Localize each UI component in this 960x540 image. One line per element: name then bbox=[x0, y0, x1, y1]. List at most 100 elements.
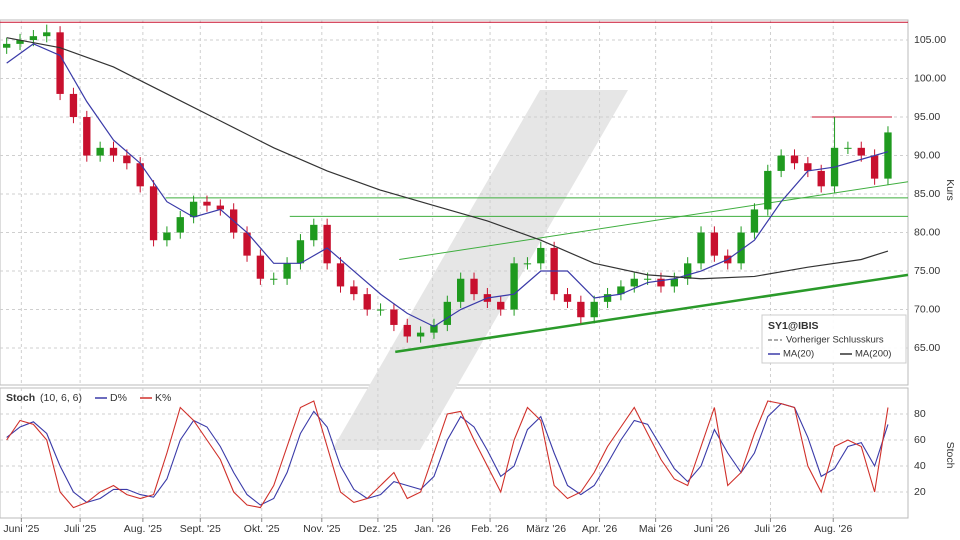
candle-body bbox=[3, 43, 11, 48]
legend-ref: Vorheriger Schlusskurs bbox=[786, 335, 884, 346]
y-tick-label: 105.00 bbox=[914, 34, 946, 46]
candle-body bbox=[43, 32, 51, 37]
y-axis-label: Kurs bbox=[944, 179, 956, 201]
y-tick-label: 80 bbox=[914, 408, 926, 420]
candle-body bbox=[149, 186, 158, 241]
candle-body bbox=[336, 263, 345, 287]
x-tick-label: Mai '26 bbox=[639, 523, 673, 535]
y-tick-label: 40 bbox=[914, 460, 926, 472]
x-tick-label: Dez. '25 bbox=[359, 523, 397, 535]
candle-body bbox=[296, 240, 305, 264]
y-tick-label: 80.00 bbox=[914, 226, 940, 238]
candle-body bbox=[697, 232, 705, 264]
candle-body bbox=[804, 163, 812, 171]
y-tick-label: 20 bbox=[914, 486, 926, 498]
x-tick-label: Jan. '26 bbox=[414, 523, 451, 535]
x-tick-label: Okt. '25 bbox=[244, 523, 280, 535]
y-tick-label: 85.00 bbox=[914, 188, 940, 200]
candle-body bbox=[403, 324, 411, 337]
candle-body bbox=[870, 155, 879, 179]
candle-body bbox=[497, 301, 505, 310]
candle-body bbox=[790, 155, 799, 164]
candle-body bbox=[83, 117, 91, 156]
stoch-title: Stoch bbox=[6, 392, 35, 404]
y-tick-label: 100.00 bbox=[914, 72, 946, 84]
y-tick-label: 75.00 bbox=[914, 265, 940, 277]
candle-body bbox=[136, 163, 144, 187]
candle-body bbox=[857, 147, 865, 156]
candle-body bbox=[430, 324, 438, 333]
y-tick-label: 95.00 bbox=[914, 111, 940, 123]
candle-body bbox=[844, 147, 852, 149]
candle-body bbox=[323, 224, 331, 264]
candle-body bbox=[670, 278, 678, 287]
candle-body bbox=[243, 232, 251, 256]
candle-body bbox=[523, 263, 532, 265]
x-tick-label: Juni '25 bbox=[3, 523, 39, 535]
candle-body bbox=[16, 40, 24, 44]
candle-body bbox=[457, 278, 465, 302]
candle-body bbox=[577, 301, 585, 318]
candle-body bbox=[537, 247, 545, 264]
x-tick-label: Apr. '26 bbox=[582, 523, 617, 535]
candle-body bbox=[96, 147, 104, 156]
watermark bbox=[332, 90, 628, 450]
candle-body bbox=[390, 309, 398, 325]
legend-label: K% bbox=[155, 392, 171, 404]
candle-body bbox=[443, 301, 451, 325]
candle-body bbox=[777, 155, 785, 171]
y-tick-label: 90.00 bbox=[914, 149, 940, 161]
stoch-line bbox=[6, 400, 889, 509]
stoch-params: (10, 6, 6) bbox=[40, 392, 82, 404]
candle-body bbox=[817, 170, 825, 187]
candle-body bbox=[109, 147, 118, 156]
candle-body bbox=[189, 201, 198, 218]
annotation-line bbox=[399, 181, 909, 260]
ma-line bbox=[6, 43, 889, 328]
x-tick-label: Aug. '25 bbox=[124, 523, 162, 535]
candle-body bbox=[657, 278, 665, 287]
candle-body bbox=[283, 263, 291, 279]
x-tick-label: Feb. '26 bbox=[471, 523, 509, 535]
x-tick-label: Juli '26 bbox=[754, 523, 787, 535]
candle-body bbox=[737, 232, 745, 264]
candle-body bbox=[470, 278, 478, 295]
candle-body bbox=[510, 263, 518, 310]
candle-body bbox=[256, 255, 265, 279]
candle-body bbox=[603, 294, 612, 302]
candle-body bbox=[563, 294, 572, 302]
candle-body bbox=[643, 278, 652, 280]
y2-axis-label: Stoch bbox=[944, 442, 956, 469]
y-tick-label: 60 bbox=[914, 434, 926, 446]
candle-body bbox=[363, 294, 371, 310]
candle-body bbox=[684, 263, 692, 279]
candle-body bbox=[270, 278, 278, 280]
candle-body bbox=[884, 132, 892, 179]
legend bbox=[761, 314, 907, 364]
legend-label: MA(200) bbox=[855, 349, 891, 360]
stoch-panel bbox=[0, 387, 909, 519]
candle-body bbox=[416, 332, 425, 337]
legend-symbol: SY1@IBIS bbox=[768, 320, 819, 332]
candle-body bbox=[29, 36, 38, 41]
x-tick-label: Juli '25 bbox=[64, 523, 97, 535]
candle-body bbox=[764, 170, 772, 210]
candle-body bbox=[69, 93, 78, 118]
legend-label: D% bbox=[110, 392, 127, 404]
candle-body bbox=[56, 32, 64, 94]
candle-body bbox=[216, 205, 224, 210]
ma-line bbox=[6, 37, 889, 280]
candle-body bbox=[176, 217, 184, 233]
y-tick-label: 70.00 bbox=[914, 303, 940, 315]
candle-body bbox=[590, 301, 598, 318]
y-tick-label: 65.00 bbox=[914, 342, 940, 354]
annotation-line bbox=[395, 273, 909, 354]
candle-body bbox=[617, 286, 625, 295]
x-tick-label: Juni '26 bbox=[694, 523, 730, 535]
x-tick-label: Nov. '25 bbox=[303, 523, 341, 535]
candle-body bbox=[310, 224, 318, 241]
candle-body bbox=[203, 201, 211, 206]
candle-body bbox=[710, 232, 719, 256]
x-tick-label: März '26 bbox=[526, 523, 566, 535]
candle-body bbox=[123, 155, 131, 164]
